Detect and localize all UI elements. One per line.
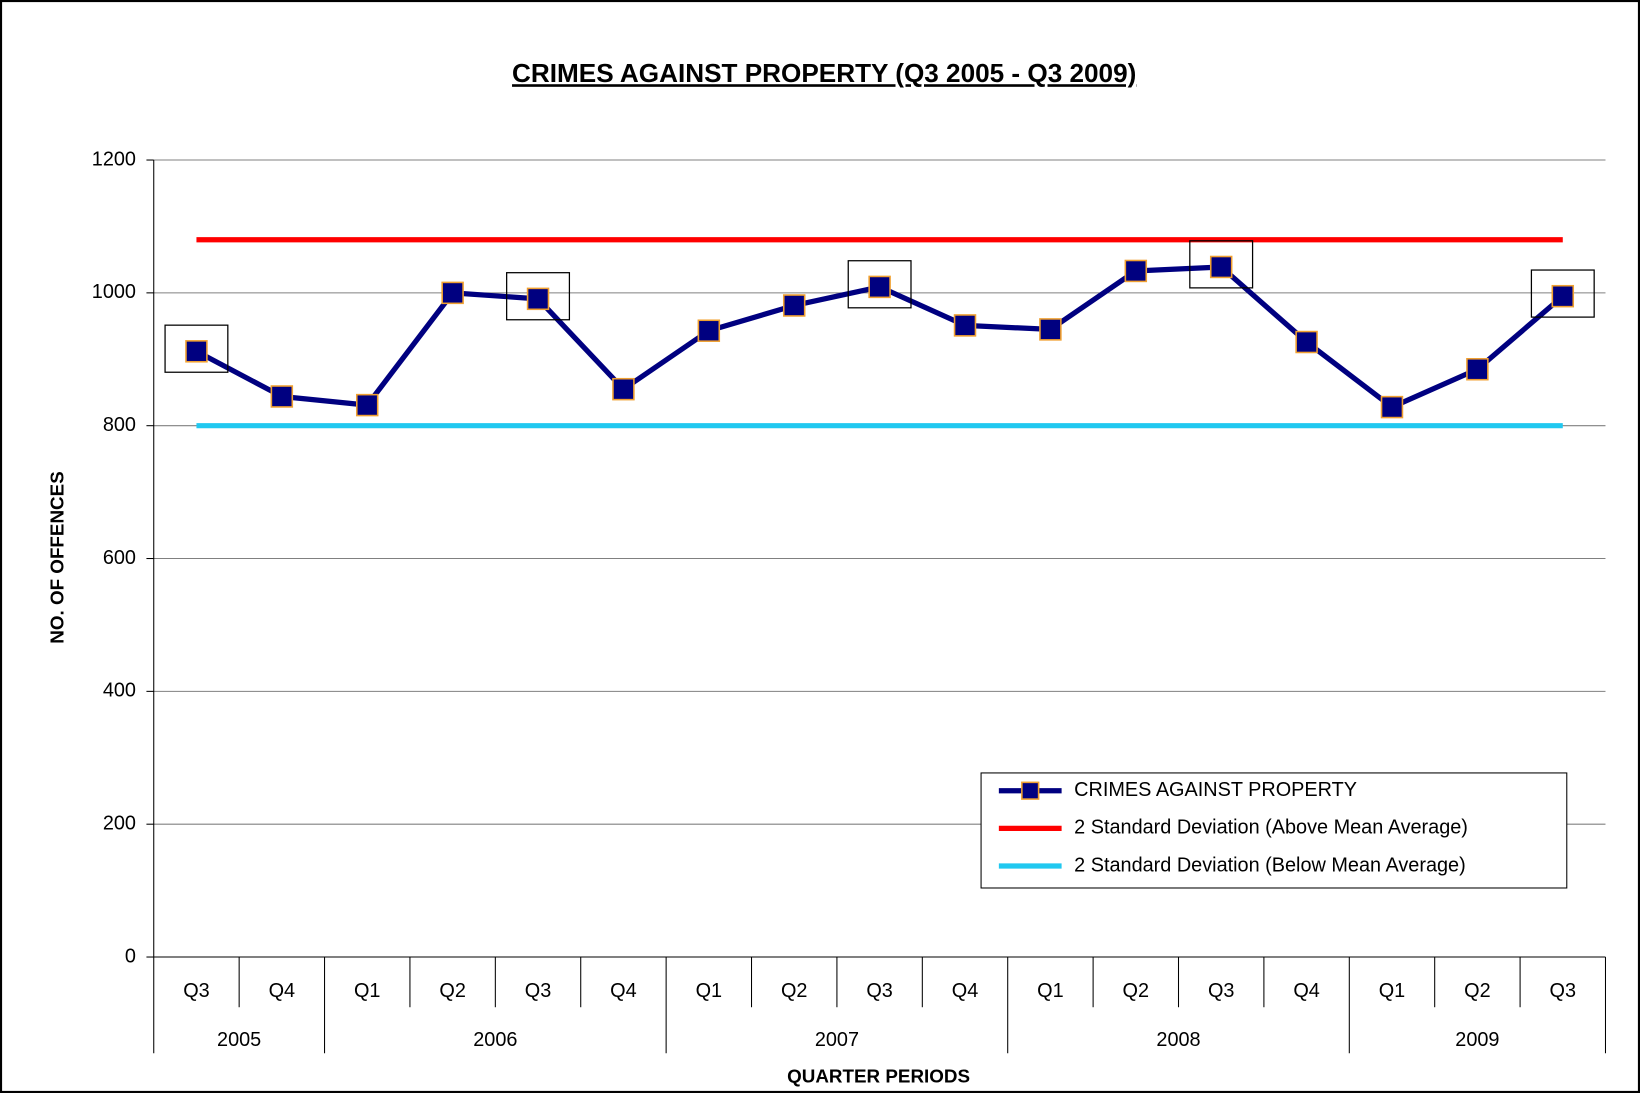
x-group-label: 2008: [1156, 1029, 1200, 1051]
x-tick-label: Q2: [1123, 980, 1150, 1002]
data-point: [782, 294, 806, 317]
x-group-label: 2007: [815, 1029, 859, 1051]
data-point: [270, 385, 294, 408]
x-group-label: 2006: [473, 1029, 517, 1051]
x-tick-label: Q2: [1464, 980, 1491, 1002]
data-point: [1039, 318, 1062, 341]
y-tick-label: 200: [103, 812, 136, 834]
x-tick-label: Q1: [1379, 980, 1405, 1002]
data-point: [355, 393, 379, 417]
y-axis-label: NO. OF OFFENCES: [47, 471, 68, 643]
legend-label: 2 Standard Deviation (Below Mean Average…: [1074, 854, 1466, 876]
data-point: [185, 340, 208, 363]
x-tick-label: Q1: [1037, 980, 1064, 1002]
x-tick-label: Q3: [1550, 980, 1577, 1002]
x-tick-label: Q4: [269, 980, 296, 1002]
data-point: [1466, 357, 1489, 381]
x-tick-label: Q3: [183, 980, 209, 1002]
data-point: [697, 319, 721, 342]
x-tick-label: Q3: [1208, 980, 1235, 1002]
data-point: [1380, 395, 1404, 419]
y-tick-label: 400: [103, 680, 136, 702]
highlight-box: [1189, 240, 1254, 289]
x-tick-label: Q1: [696, 980, 723, 1002]
y-tick-label: 800: [103, 414, 136, 436]
data-point: [953, 314, 977, 337]
x-tick-label: Q1: [354, 980, 381, 1002]
y-tick-label: 600: [103, 547, 136, 569]
highlight-box: [1530, 269, 1595, 318]
x-group-label: 2005: [217, 1029, 261, 1051]
y-tick-label: 0: [125, 945, 136, 967]
data-point: [526, 287, 550, 311]
x-tick-label: Q4: [610, 980, 637, 1002]
data-point: [612, 377, 635, 401]
highlight-box: [847, 260, 912, 309]
data-point: [1124, 259, 1148, 283]
x-tick-label: Q4: [1293, 980, 1320, 1002]
legend-label: CRIMES AGAINST PROPERTY: [1074, 779, 1357, 801]
y-tick-label: 1000: [92, 281, 136, 303]
data-point: [1209, 255, 1233, 279]
legend-marker: [1021, 781, 1040, 800]
data-point: [868, 275, 891, 299]
x-tick-label: Q2: [781, 980, 808, 1002]
chart-title: CRIMES AGAINST PROPERTY (Q3 2005 - Q3 20…: [512, 58, 1136, 88]
data-point: [1295, 330, 1318, 354]
x-group-label: 2009: [1455, 1029, 1499, 1051]
y-tick-label: 1200: [92, 148, 136, 170]
x-axis-label: QUARTER PERIODS: [787, 1065, 970, 1086]
x-tick-label: Q4: [952, 980, 979, 1002]
highlight-box: [506, 272, 571, 321]
x-tick-label: Q3: [866, 980, 893, 1002]
legend-label: 2 Standard Deviation (Above Mean Average…: [1074, 817, 1468, 839]
x-tick-label: Q2: [439, 980, 466, 1002]
data-point: [1551, 284, 1575, 308]
highlight-box: [164, 324, 229, 373]
data-point: [441, 281, 464, 305]
x-tick-label: Q3: [525, 980, 552, 1002]
legend-box: [980, 772, 1568, 889]
